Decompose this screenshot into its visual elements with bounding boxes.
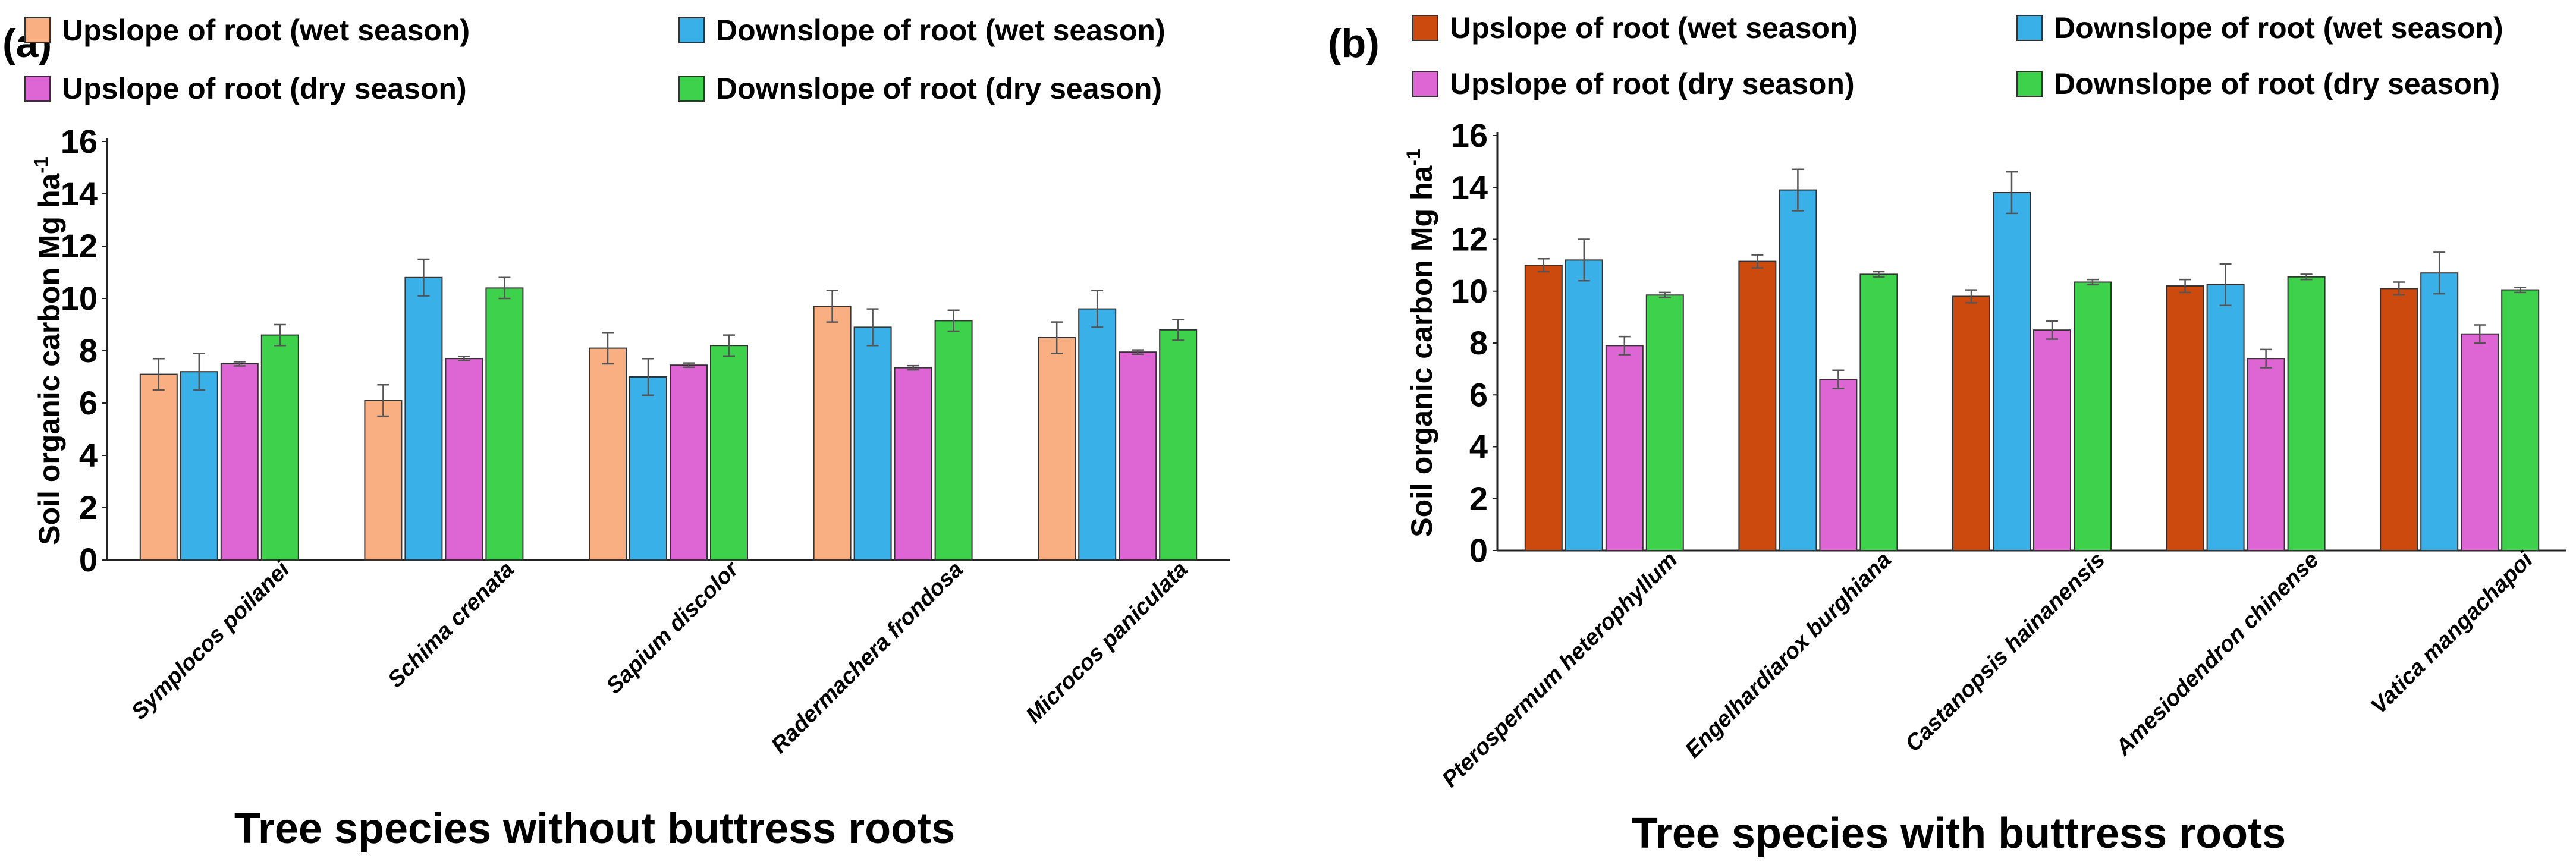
x-tick-label: Pterospermum heterophyllum: [1437, 548, 1682, 792]
bar: [2247, 358, 2285, 551]
bar: [404, 276, 443, 561]
y-tick-label: 6: [1469, 376, 1488, 413]
x-tick-label: Castanopsis hainanensis: [1900, 548, 2110, 757]
bar: [894, 367, 932, 561]
bar: [1779, 189, 1817, 551]
y-tick-label: 10: [61, 279, 98, 317]
y-tick-label: 10: [1451, 272, 1488, 310]
panel-a: (a)Upslope of root (wet season)Downslope…: [2, 14, 1230, 853]
y-tick-label: 12: [1451, 221, 1488, 258]
y-tick-label: 8: [1469, 324, 1488, 361]
legend-label: Downslope of root (dry season): [716, 72, 1162, 105]
x-tick-label: Schima crenata: [383, 557, 519, 693]
bar: [2074, 281, 2112, 551]
legend-label: Downslope of root (wet season): [716, 14, 1166, 47]
bar: [220, 363, 259, 561]
bar: [1159, 329, 1198, 561]
bar: [1738, 260, 1777, 551]
legend-swatch: [678, 17, 705, 43]
y-tick-label: 8: [79, 332, 98, 369]
y-tick-label: 14: [1451, 168, 1488, 206]
y-tick-label: 4: [1469, 428, 1488, 466]
legend-label: Upslope of root (wet season): [1450, 11, 1858, 45]
y-tick-label: 14: [61, 175, 98, 212]
bar: [2033, 329, 2071, 551]
y-tick-label: 16: [1451, 117, 1488, 154]
bar: [670, 364, 708, 561]
legend-swatch: [24, 76, 51, 102]
bar: [710, 345, 748, 561]
bar: [180, 371, 218, 561]
bar: [1078, 308, 1117, 561]
y-tick-label: 0: [79, 541, 98, 578]
y-tick-label: 2: [79, 489, 98, 526]
y-tick-label: 0: [1469, 532, 1488, 569]
x-tick-label: Sapium discolor: [602, 556, 744, 699]
bar: [853, 326, 892, 561]
y-axis-title: Soil organic carbon Mg ha-1: [30, 156, 66, 545]
bar: [1524, 265, 1563, 551]
bar: [1645, 294, 1684, 551]
bar: [1993, 191, 2031, 552]
bar: [445, 358, 483, 561]
x-tick-label: Vatica mangachapoi: [2366, 547, 2539, 719]
legend-label: Upslope of root (dry season): [62, 72, 467, 105]
bar: [1119, 351, 1157, 561]
bar: [2501, 289, 2540, 551]
panel-b: (b) Upslope of root (wet season) Downslope…: [1328, 11, 2566, 857]
legend-swatch: [24, 17, 51, 43]
legend-swatch: [1412, 15, 1438, 41]
bar: [589, 347, 627, 561]
bar: [2166, 285, 2204, 551]
bar: [629, 376, 667, 561]
bar: [2380, 288, 2418, 551]
x-tick-label: Symplocos poilanei: [127, 556, 295, 725]
bar: [1819, 379, 1858, 551]
y-tick-label: 16: [61, 122, 98, 160]
y-tick-label: 2: [1469, 480, 1488, 517]
x-axis-title: Tree species with buttress roots: [1632, 810, 2286, 857]
bar: [364, 400, 403, 561]
bar: [139, 373, 178, 561]
legend-label: Upslope of root (wet season): [62, 14, 470, 47]
bar: [1605, 345, 1644, 551]
y-tick-label: 4: [79, 436, 98, 474]
bar: [2420, 272, 2459, 551]
bar: [934, 320, 973, 561]
legend-swatch: [1412, 71, 1438, 97]
bar: [813, 306, 852, 561]
bar: [485, 287, 524, 561]
x-tick-label: Radermachera frondosa: [766, 557, 968, 759]
bar: [1038, 337, 1076, 561]
bar: [2287, 276, 2326, 551]
y-tick-label: 12: [61, 227, 98, 265]
x-tick-label: Engelhardiarox burghiana: [1680, 548, 1896, 763]
bar: [1952, 295, 1990, 551]
legend-swatch: [678, 76, 705, 102]
y-axis-title: Soil organic carbon Mg ha-1: [1403, 149, 1438, 537]
bar: [2206, 284, 2245, 551]
legend-label: Downslope of root (dry season): [2054, 67, 2500, 100]
x-axis-title: Tree species without buttress roots: [234, 805, 955, 853]
bar: [260, 334, 299, 561]
legend-swatch: [2016, 15, 2043, 41]
bar: [2461, 333, 2499, 551]
legend-label: Upslope of root (dry season): [1450, 67, 1855, 100]
bar: [1565, 259, 1603, 551]
legend-swatch: [2016, 71, 2043, 97]
x-tick-label: Microcos paniculata: [1022, 557, 1193, 728]
y-tick-label: 6: [79, 384, 98, 422]
bar: [1859, 273, 1898, 551]
panel-label: (b): [1328, 21, 1380, 66]
legend-label: Downslope of root (wet season): [2054, 11, 2503, 45]
x-tick-label: Amesiodendron chinense: [2110, 548, 2324, 761]
